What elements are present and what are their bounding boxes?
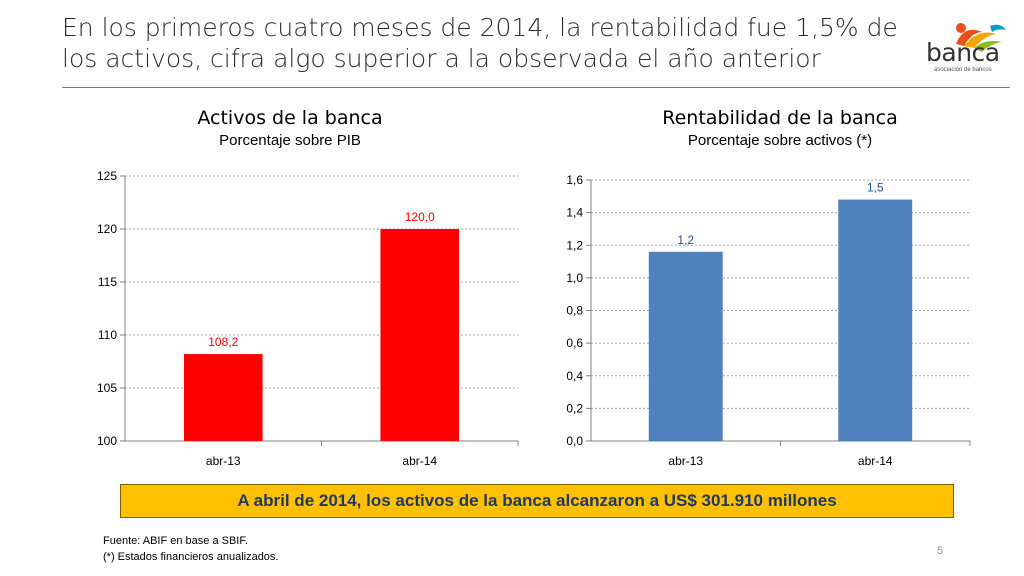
y-tick-label: 0,2	[566, 401, 583, 415]
page-number: 5	[937, 545, 944, 557]
y-tick-label: 1,0	[566, 271, 583, 285]
slide-title: En los primeros cuatro meses de 2014, la…	[62, 13, 898, 73]
chart-header-profitability: Rentabilidad de la banca Porcentaje sobr…	[620, 106, 940, 151]
chart-subtitle: Porcentaje sobre activos (*)	[687, 132, 873, 149]
x-tick-label: abr-14	[858, 454, 893, 468]
logo-swoosh-icon	[956, 23, 1006, 52]
footnote: (*) Estados financieros anualizados.	[103, 551, 279, 563]
bar	[648, 251, 723, 441]
y-tick-label: 1,4	[566, 206, 583, 220]
y-tick-label: 100	[97, 434, 117, 448]
y-tick-label: 125	[97, 169, 117, 183]
y-tick-label: 1,2	[566, 238, 583, 252]
chart-header-assets: Activos de la banca Porcentaje sobre PIB	[140, 106, 440, 151]
bar	[183, 354, 263, 441]
x-tick-label: abr-14	[402, 454, 437, 468]
y-tick-label: 120	[97, 222, 117, 236]
x-tick-label: abr-13	[206, 454, 241, 468]
y-tick-label: 0,4	[566, 369, 583, 383]
bar-value-label: 108,2	[208, 335, 238, 349]
y-tick-label: 115	[98, 275, 117, 289]
y-tick-label: 1,6	[566, 173, 583, 187]
y-tick-label: 105	[97, 381, 117, 395]
y-tick-label: 0,8	[566, 304, 583, 318]
bar	[838, 199, 913, 441]
source-note: Fuente: ABIF en base a SBIF.	[103, 535, 248, 547]
chart-title: Activos de la banca	[197, 107, 383, 129]
bar-value-label: 1,5	[867, 181, 884, 195]
x-tick-label: abr-13	[668, 454, 703, 468]
bar-value-label: 1,2	[677, 233, 694, 247]
highlight-banner: A abril de 2014, los activos de la banca…	[120, 484, 954, 518]
title-divider	[62, 87, 1010, 88]
chart-subtitle: Porcentaje sobre PIB	[219, 132, 361, 149]
y-tick-label: 0,6	[566, 336, 583, 350]
logo-wordmark: banca	[926, 38, 1000, 67]
y-tick-label: 110	[98, 328, 117, 342]
bar-value-label: 120,0	[405, 210, 435, 224]
assets-bar-chart: 100 105 110 115 120 125 108,2 abr-13 120,0 abr-14	[97, 169, 519, 468]
chart-title: Rentabilidad de la banca	[662, 107, 898, 129]
bar	[380, 229, 460, 441]
profitability-bar-chart: 0,0 0,2 0,4 0,6 0,8 1,0 1,2 1,4 1,6 1,2 abr-13 1,5 a…	[566, 173, 971, 468]
y-tick-label: 0,0	[566, 434, 583, 448]
logo-subtitle: asociación de bancos	[934, 67, 992, 73]
banca-logo: banca asociación de bancos	[920, 18, 1010, 80]
